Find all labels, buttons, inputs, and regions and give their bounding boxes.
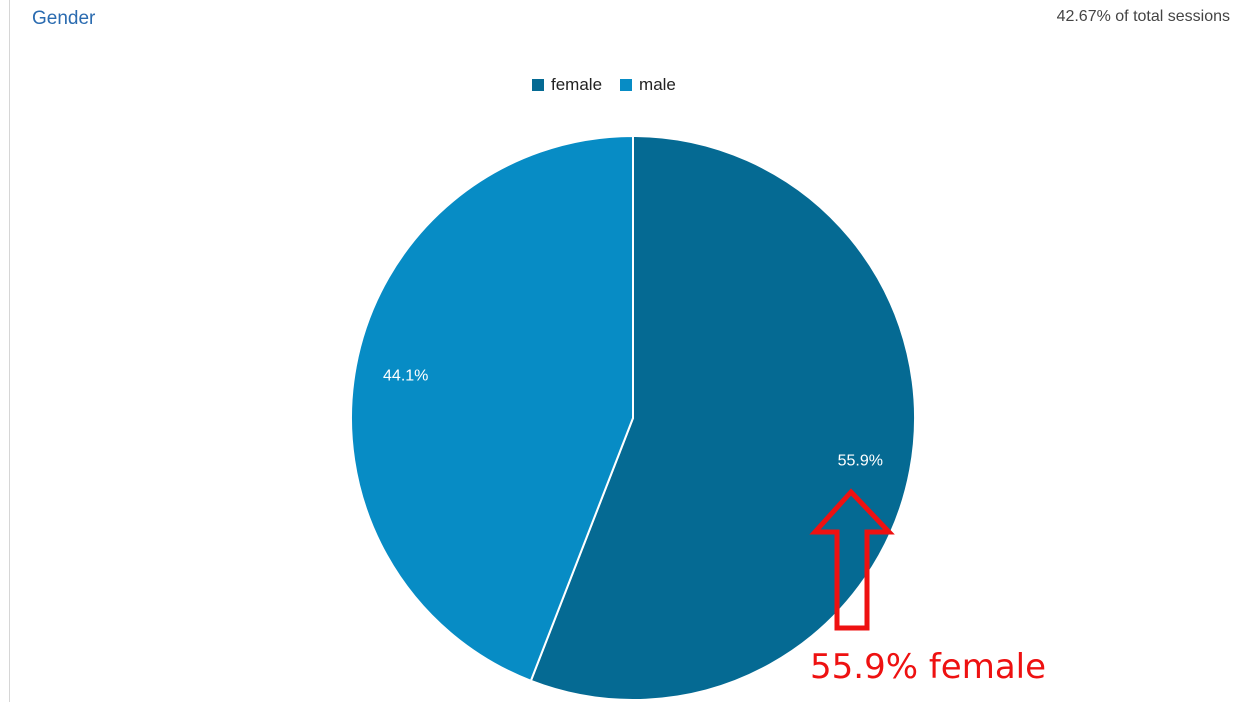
slice-label-male: 44.1% xyxy=(383,367,428,384)
up-arrow-icon xyxy=(809,488,895,631)
legend-swatch-male xyxy=(620,79,633,91)
legend-label-male: male xyxy=(639,75,676,94)
total-sessions-text: 42.67% of total sessions xyxy=(1056,8,1230,25)
widget-title[interactable]: Gender xyxy=(32,8,96,29)
slice-label-female: 55.9% xyxy=(838,453,883,470)
chart-legend: female male xyxy=(532,75,694,95)
legend-item-male[interactable]: male xyxy=(620,75,676,95)
legend-label-female: female xyxy=(551,75,603,94)
annotation-text: 55.9% female xyxy=(810,647,1047,687)
legend-item-female[interactable]: female xyxy=(532,75,602,95)
legend-swatch-female xyxy=(532,79,544,91)
pie-slice-female[interactable] xyxy=(529,134,916,701)
panel-border xyxy=(9,0,10,702)
pie-slice-male[interactable] xyxy=(350,134,634,683)
